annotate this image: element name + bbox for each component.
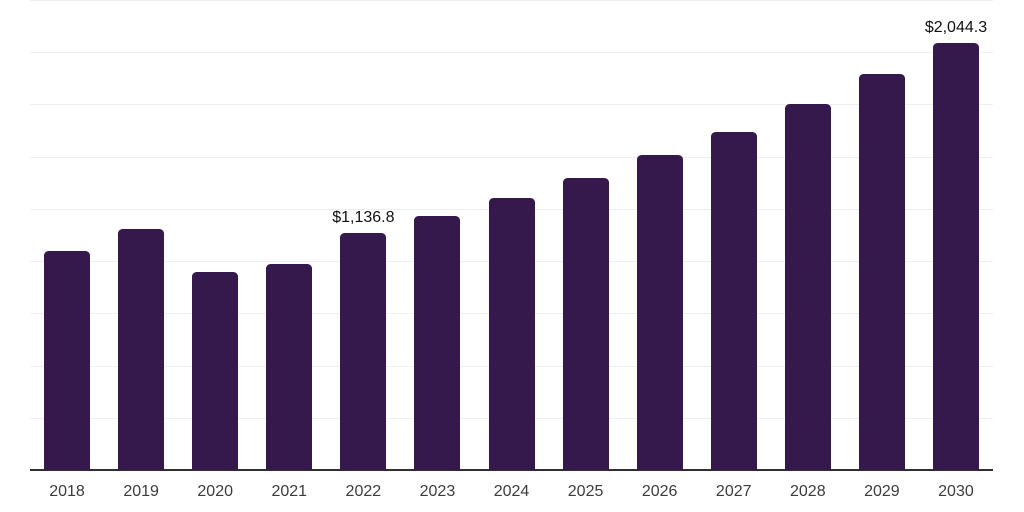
gridline-1750: [30, 104, 993, 106]
plot-area: $1,136.8 $2,044.3: [30, 0, 993, 471]
bar-value-label-2030: $2,044.3: [924, 18, 988, 36]
x-axis: 2018 2019 2020 2021 2022 2023 2024 2025 2026 2027…: [30, 482, 993, 504]
x-tick-2025: 2025: [567, 483, 604, 500]
bar-2020: [192, 272, 239, 470]
x-tick-2023: 2023: [419, 483, 456, 500]
bar-2018: [44, 250, 91, 470]
bar-2029: [858, 74, 905, 470]
bar-2019: [118, 229, 165, 470]
bar-2023: [414, 216, 461, 470]
x-tick-2024: 2024: [493, 483, 530, 500]
x-tick-2030: 2030: [938, 483, 974, 500]
bar-2021: [266, 263, 313, 470]
bar-value-label-2022: $1,136.8: [332, 208, 395, 226]
gridline-2250: [30, 0, 993, 1]
bar-2030: [932, 42, 979, 470]
bar-2024: [488, 197, 535, 470]
x-tick-2028: 2028: [790, 483, 826, 500]
x-tick-2018: 2018: [49, 483, 85, 500]
x-tick-2027: 2027: [715, 483, 752, 500]
x-tick-2029: 2029: [864, 483, 900, 500]
gridline-2000: [30, 52, 993, 54]
x-tick-2020: 2020: [197, 483, 233, 500]
bar-2027: [710, 131, 757, 470]
bar-2026: [636, 155, 683, 470]
x-tick-2022: 2022: [345, 483, 382, 500]
bar-2028: [784, 104, 831, 470]
bar-2025: [562, 178, 609, 470]
x-tick-2026: 2026: [641, 483, 678, 500]
bar-2022: [340, 232, 387, 470]
x-tick-2021: 2021: [271, 483, 308, 500]
x-tick-2019: 2019: [123, 483, 159, 500]
gridline-1500: [30, 156, 993, 158]
x-axis-line: [30, 469, 993, 471]
